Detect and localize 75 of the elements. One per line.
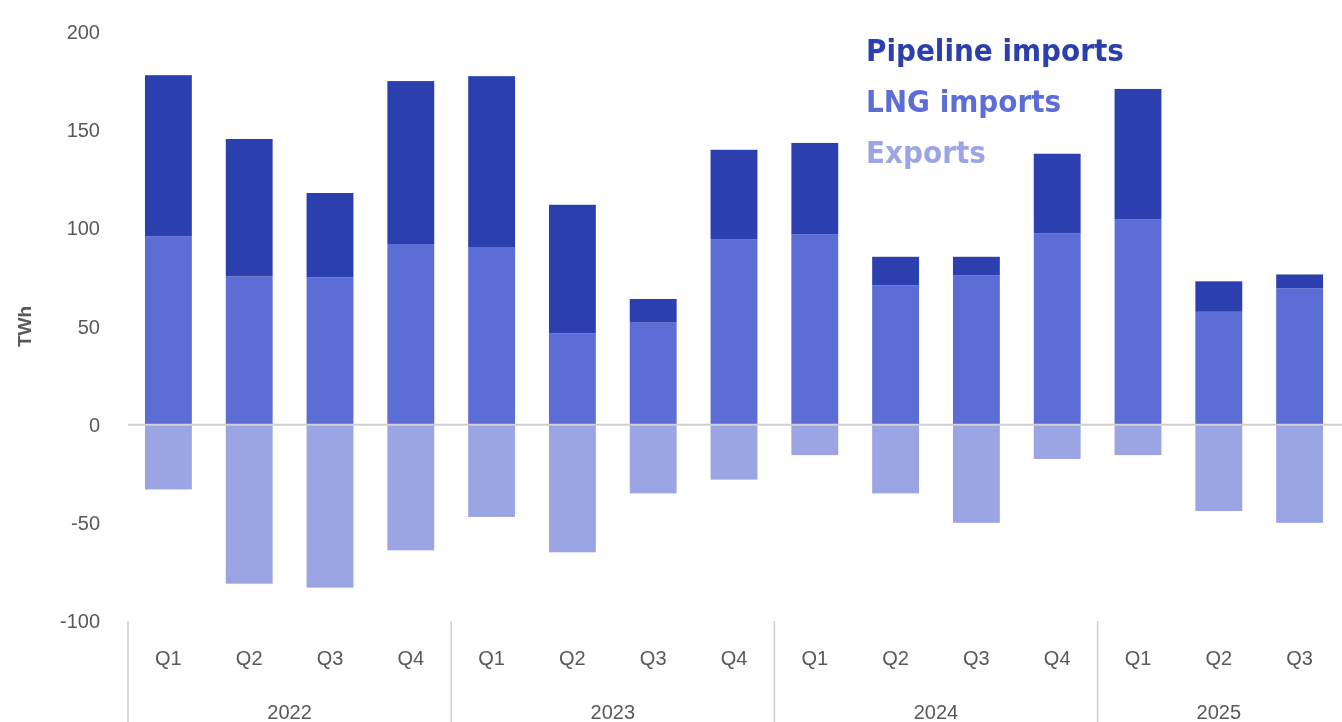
x-tick-label: Q1: [155, 647, 182, 669]
bar: [1276, 274, 1324, 289]
bar: [1033, 153, 1081, 234]
bar: [1276, 288, 1324, 425]
y-tick-label: -50: [71, 511, 100, 534]
text: 2023: [590, 701, 636, 722]
bar: [1033, 424, 1081, 460]
bar: [225, 424, 273, 584]
bar: [791, 234, 839, 425]
bar: [791, 142, 839, 235]
bar: [1195, 281, 1243, 312]
bar: [710, 239, 758, 425]
y-tick-label: 50: [77, 315, 100, 338]
x-tick-label: Q2: [882, 647, 909, 669]
bar: [468, 76, 516, 247]
x-tick-label: Q2: [559, 647, 586, 669]
bar: [1033, 233, 1081, 425]
bar: [468, 424, 516, 517]
bar: [468, 246, 516, 425]
bar: [629, 424, 677, 494]
text: 2024: [913, 701, 959, 722]
bar: [710, 424, 758, 480]
bar: [629, 322, 677, 425]
bar: [387, 81, 435, 245]
bar: [952, 275, 1000, 425]
x-tick-label: Q3: [1286, 647, 1313, 669]
bar: [952, 256, 1000, 276]
bar: [548, 204, 596, 334]
bar: [144, 424, 192, 490]
bar: [144, 75, 192, 237]
bar: [791, 424, 839, 456]
x-tick-label: Q4: [1043, 647, 1071, 669]
y-tick-label: 150: [66, 119, 100, 142]
bar: [548, 424, 596, 553]
bar: [952, 424, 1000, 523]
bar: [872, 256, 920, 286]
bar: [1114, 88, 1162, 220]
text: 2022: [267, 701, 312, 722]
bar: [144, 236, 192, 425]
x-tick-label: Q2: [235, 647, 263, 669]
bar: [872, 285, 920, 425]
bar: [387, 424, 435, 551]
text: 2025: [1196, 701, 1242, 722]
bar: [306, 277, 354, 425]
bar: [225, 139, 273, 277]
bar: [872, 424, 920, 494]
y-tick-label: 0: [88, 413, 100, 436]
y-tick-label: 200: [66, 21, 100, 43]
text: Exports: [866, 133, 986, 170]
x-tick-label: Q3: [963, 647, 990, 669]
bar: [306, 192, 354, 278]
y-axis-title: TWh: [14, 305, 35, 348]
x-tick-label: Q3: [316, 647, 344, 669]
bar: [1195, 311, 1243, 425]
bar: [629, 299, 677, 323]
x-tick-label: Q4: [720, 647, 748, 669]
x-tick-label: Q1: [1124, 647, 1152, 669]
x-tick-label: Q1: [801, 647, 829, 669]
bar: [306, 424, 354, 588]
x-tick-label: Q2: [1205, 647, 1233, 669]
y-tick-label: 100: [66, 217, 100, 240]
x-tick-label: Q3: [639, 647, 667, 669]
series-label: Pipeline imports: [866, 31, 1124, 68]
x-tick-label: Q4: [397, 647, 425, 669]
bar: [225, 276, 273, 425]
y-tick-label: -100: [59, 610, 100, 632]
x-tick-label: Q1: [478, 647, 505, 669]
bar: [1195, 424, 1243, 512]
bar: [387, 244, 435, 425]
bar: [1276, 424, 1324, 523]
bar: [710, 149, 758, 240]
bar: [548, 333, 596, 425]
bar: [1114, 219, 1162, 425]
bar: [1114, 424, 1162, 456]
text: LNG imports: [866, 82, 1062, 119]
